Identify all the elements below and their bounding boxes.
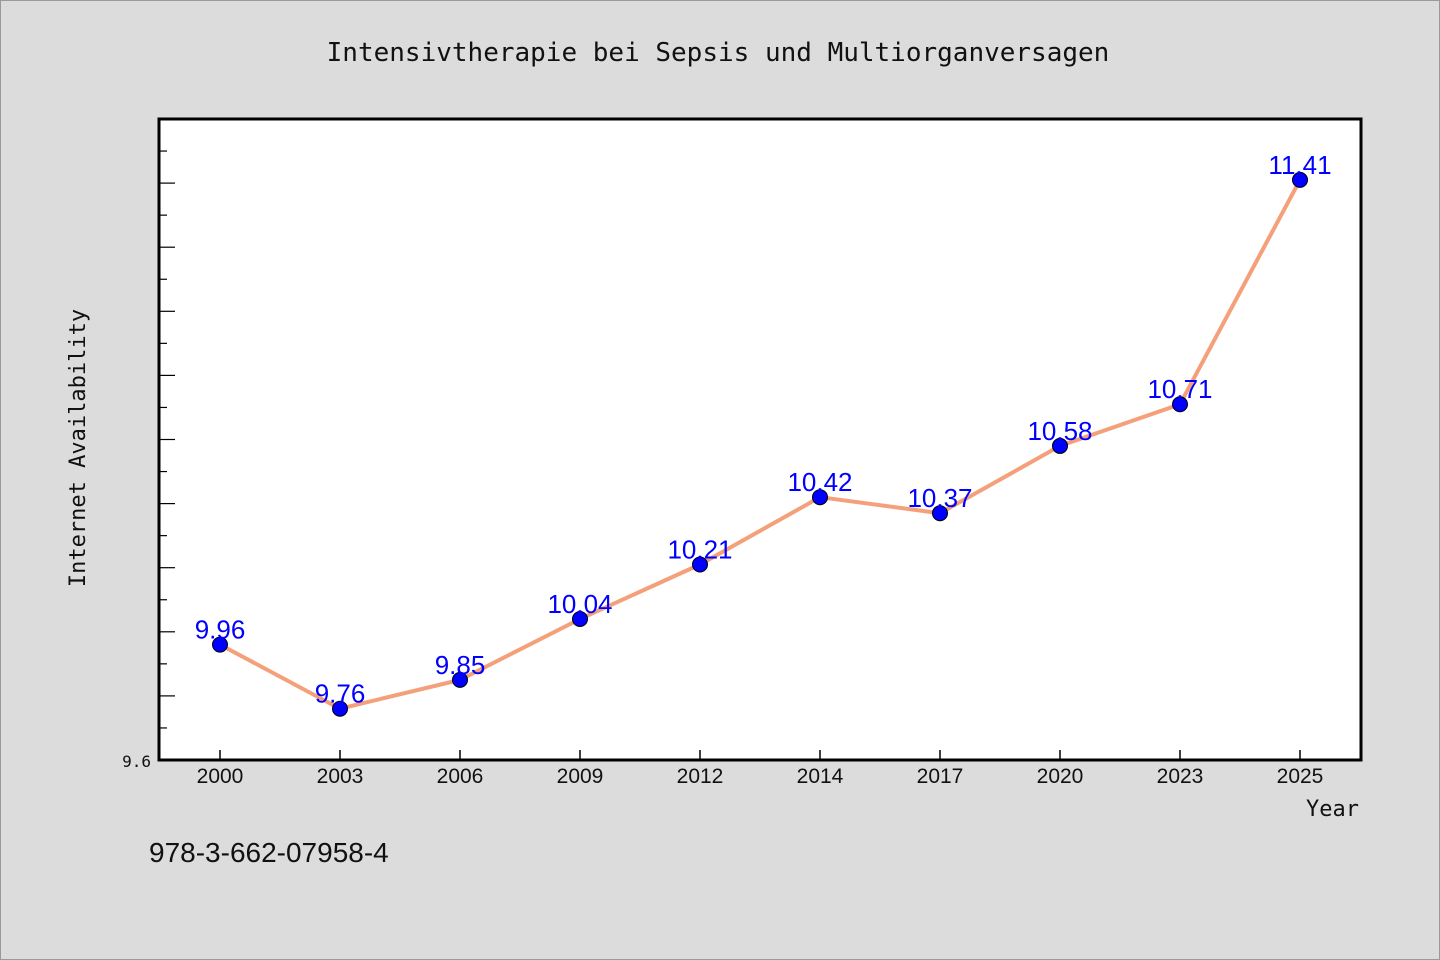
data-point [1052, 437, 1068, 454]
y-axis-label: Internet Availability [66, 309, 91, 587]
data-label: 10.71 [1147, 374, 1212, 404]
data-labels: 9.96 9.76 9.85 10.04 10.21 10.42 10.37 10.58 10.… [195, 150, 1332, 709]
x-tick-label: 2014 [797, 765, 844, 788]
series-line [219, 178, 1302, 711]
y-axis-ticks [159, 118, 175, 761]
data-label: 10.58 [1027, 416, 1092, 446]
data-point [572, 610, 588, 627]
data-point [452, 671, 468, 688]
data-label: 10.21 [667, 534, 732, 564]
data-point [332, 700, 348, 717]
data-label: 9.76 [315, 679, 366, 709]
data-point [812, 489, 828, 506]
data-label: 10.42 [787, 467, 852, 497]
x-tick-label: 2003 [317, 765, 364, 788]
data-label: 9.96 [195, 615, 246, 645]
series-line-group [212, 171, 1308, 717]
x-axis-ticks [219, 750, 1301, 760]
chart-title: Intensivtherapie bei Sepsis und Multiorg… [327, 38, 1110, 68]
x-tick-label: 2006 [437, 765, 484, 788]
data-point [1172, 396, 1188, 413]
data-point [212, 636, 228, 653]
data-label: 10.04 [547, 589, 612, 619]
x-tick-label: 2020 [1037, 765, 1084, 788]
data-point [932, 505, 948, 522]
plot-area [157, 117, 1363, 762]
x-tick-label: 2012 [677, 765, 724, 788]
data-label: 9.85 [435, 650, 486, 680]
isbn-footer: 978-3-662-07958-4 [149, 837, 389, 868]
x-tick-label: 2000 [197, 765, 244, 788]
data-label: 10.37 [907, 483, 972, 513]
data-point [692, 556, 708, 573]
data-label: 11.41 [1268, 150, 1331, 180]
x-tick-label: 2023 [1157, 765, 1204, 788]
y-tick-label: 9.6 [122, 752, 151, 771]
x-axis-label: Year [1306, 797, 1359, 822]
x-tick-labels: 2000 2003 2006 2009 2012 2014 2017 2020 2023 2025 [197, 765, 1324, 788]
x-tick-label: 2009 [557, 765, 604, 788]
x-tick-label: 2017 [917, 765, 964, 788]
x-tick-label: 2025 [1277, 765, 1324, 788]
data-point [1292, 171, 1308, 188]
